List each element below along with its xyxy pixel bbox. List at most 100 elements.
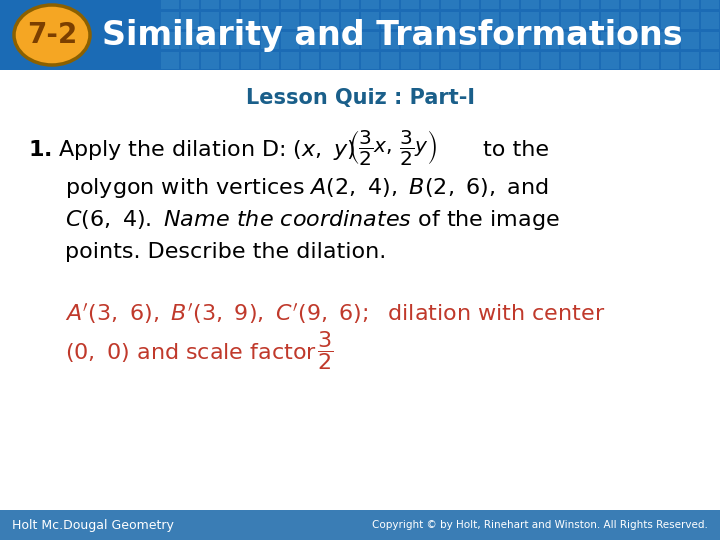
Bar [261, 11, 279, 29]
Bar [301, 51, 318, 69]
Bar [701, 0, 719, 9]
Bar [161, 0, 179, 9]
Bar [221, 31, 238, 49]
Bar [681, 11, 698, 29]
Bar [261, 51, 279, 69]
Bar [661, 11, 678, 29]
Text: $A'(3,\ 6),\ B'(3,\ 9),\ C'(9,\ 6);$  dilation with center: $A'(3,\ 6),\ B'(3,\ 9),\ C'(9,\ 6);$ dil… [65, 302, 606, 326]
Bar [521, 31, 539, 49]
Bar [381, 0, 398, 9]
Text: Apply the dilation D: $(x,\ y)$: Apply the dilation D: $(x,\ y)$ [58, 138, 356, 162]
Bar [421, 51, 438, 69]
Text: $\mathbf{1.}$: $\mathbf{1.}$ [28, 140, 52, 160]
Bar [681, 51, 698, 69]
Bar [201, 11, 218, 29]
Bar [301, 0, 318, 9]
Bar [201, 51, 218, 69]
Bar [281, 11, 299, 29]
Bar [561, 51, 578, 69]
Bar [181, 51, 199, 69]
Bar [401, 51, 418, 69]
Bar [561, 31, 578, 49]
Bar [281, 0, 299, 9]
Bar [661, 51, 678, 69]
Bar [481, 31, 498, 49]
Bar [501, 0, 518, 9]
Bar [461, 51, 479, 69]
Bar [481, 51, 498, 69]
Bar [601, 0, 618, 9]
Bar [661, 31, 678, 49]
Bar [521, 11, 539, 29]
Bar [341, 0, 359, 9]
Bar [421, 11, 438, 29]
Bar [221, 0, 238, 9]
Bar [601, 51, 618, 69]
Bar [241, 31, 258, 49]
Bar [181, 31, 199, 49]
Bar [461, 11, 479, 29]
Text: to the: to the [483, 140, 549, 160]
Text: Holt Mc.Dougal Geometry: Holt Mc.Dougal Geometry [12, 518, 174, 531]
Bar [161, 11, 179, 29]
Bar [521, 0, 539, 9]
Bar [241, 11, 258, 29]
Bar [241, 51, 258, 69]
Bar [581, 11, 598, 29]
Text: $(0,\ 0)$ and scale factor: $(0,\ 0)$ and scale factor [65, 341, 317, 363]
Bar [441, 31, 459, 49]
Bar [481, 11, 498, 29]
Bar [301, 11, 318, 29]
Bar [541, 0, 559, 9]
Bar [561, 0, 578, 9]
Bar [421, 31, 438, 49]
Bar [541, 11, 559, 29]
Bar [381, 31, 398, 49]
Bar [701, 11, 719, 29]
Bar [441, 0, 459, 9]
Bar [501, 31, 518, 49]
Ellipse shape [14, 5, 90, 65]
Bar [0, 510, 720, 540]
Bar [421, 0, 438, 9]
Bar [641, 0, 659, 9]
Bar [541, 31, 559, 49]
Bar [321, 31, 338, 49]
Bar [461, 0, 479, 9]
Bar [581, 0, 598, 9]
Bar [641, 51, 659, 69]
Bar [581, 31, 598, 49]
Bar [321, 11, 338, 29]
Text: $\left(\dfrac{3}{2}x,\,\dfrac{3}{2}y\right)$: $\left(\dfrac{3}{2}x,\,\dfrac{3}{2}y\rig… [348, 129, 438, 167]
Bar [481, 0, 498, 9]
Bar [621, 51, 639, 69]
Bar [401, 0, 418, 9]
Bar [501, 51, 518, 69]
Bar [441, 11, 459, 29]
Bar [581, 51, 598, 69]
Bar [301, 31, 318, 49]
Bar [601, 11, 618, 29]
Bar [381, 51, 398, 69]
Bar [341, 51, 359, 69]
Text: Copyright © by Holt, Rinehart and Winston. All Rights Reserved.: Copyright © by Holt, Rinehart and Winsto… [372, 520, 708, 530]
Bar [221, 11, 238, 29]
Bar [621, 31, 639, 49]
Text: $\dfrac{3}{2}$: $\dfrac{3}{2}$ [317, 329, 333, 373]
Bar [541, 51, 559, 69]
Bar [201, 31, 218, 49]
Bar [561, 11, 578, 29]
Bar [181, 11, 199, 29]
Bar [681, 0, 698, 9]
Bar [341, 31, 359, 49]
Bar [601, 31, 618, 49]
Bar [641, 11, 659, 29]
Bar [361, 51, 379, 69]
Bar [401, 31, 418, 49]
Bar [521, 51, 539, 69]
Bar [361, 11, 379, 29]
Bar [501, 11, 518, 29]
Bar [261, 0, 279, 9]
Bar [661, 0, 678, 9]
Bar [221, 51, 238, 69]
